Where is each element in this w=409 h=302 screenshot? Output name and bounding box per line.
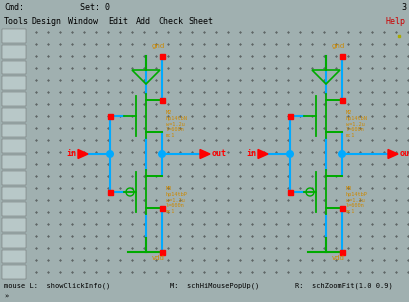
- Text: M3
hp14tbP
w=1.2u
l=600n
m:1: M3 hp14tbP w=1.2u l=600n m:1: [346, 186, 368, 214]
- Text: in: in: [66, 149, 76, 159]
- Polygon shape: [258, 149, 268, 159]
- Circle shape: [338, 150, 346, 158]
- Text: M2
hp14tbN
w=1.2u
l=600n
m:1: M2 hp14tbN w=1.2u l=600n m:1: [346, 110, 368, 138]
- Text: 3: 3: [401, 2, 406, 11]
- Bar: [2, 124, 26, 137]
- Text: Sheet: Sheet: [188, 17, 213, 25]
- Bar: [2, 92, 26, 106]
- Text: vdd: vdd: [332, 255, 345, 261]
- Text: Check: Check: [158, 17, 183, 25]
- Bar: [160, 205, 164, 210]
- Bar: [339, 205, 344, 210]
- Bar: [2, 249, 26, 263]
- Text: M:  schHiMousePopUp(): M: schHiMousePopUp(): [170, 282, 259, 289]
- Bar: [288, 114, 292, 118]
- Bar: [2, 76, 26, 90]
- Text: Add: Add: [136, 17, 151, 25]
- Bar: [2, 234, 26, 248]
- Bar: [2, 45, 26, 59]
- Text: gnd: gnd: [332, 43, 345, 49]
- Bar: [2, 139, 26, 153]
- Bar: [339, 249, 344, 255]
- Polygon shape: [200, 149, 210, 159]
- Bar: [2, 60, 26, 74]
- Polygon shape: [78, 149, 88, 159]
- Bar: [2, 265, 26, 279]
- Bar: [2, 155, 26, 169]
- Text: M3
hp14tbP
w=1.2u
l=600n
m:1: M3 hp14tbP w=1.2u l=600n m:1: [166, 186, 188, 214]
- Circle shape: [286, 150, 294, 158]
- Text: M2
hp14tbN
w=1.2u
l=600n
m:1: M2 hp14tbN w=1.2u l=600n m:1: [166, 110, 188, 138]
- Text: R:  schZoomFit(1.0 0.9): R: schZoomFit(1.0 0.9): [295, 282, 393, 289]
- Text: out: out: [400, 149, 409, 159]
- Bar: [108, 189, 112, 194]
- Text: Help: Help: [386, 17, 406, 25]
- Bar: [2, 29, 26, 43]
- Text: Window: Window: [68, 17, 98, 25]
- Circle shape: [106, 150, 114, 158]
- Circle shape: [158, 150, 166, 158]
- Text: out: out: [212, 149, 227, 159]
- Bar: [2, 218, 26, 232]
- Text: mouse L:  showClickInfo(): mouse L: showClickInfo(): [4, 282, 110, 289]
- Text: Cmd:: Cmd:: [4, 2, 24, 11]
- Text: Design: Design: [32, 17, 62, 25]
- Bar: [160, 98, 164, 102]
- Text: gnd: gnd: [152, 43, 165, 49]
- Text: in: in: [246, 149, 256, 159]
- Text: Tools: Tools: [4, 17, 29, 25]
- Bar: [2, 108, 26, 121]
- Polygon shape: [388, 149, 398, 159]
- Bar: [160, 53, 164, 59]
- Text: »: »: [4, 294, 8, 300]
- Bar: [339, 53, 344, 59]
- Bar: [108, 114, 112, 118]
- Bar: [288, 189, 292, 194]
- Bar: [160, 249, 164, 255]
- Text: Set: 0: Set: 0: [80, 2, 110, 11]
- Text: vdd: vdd: [152, 255, 165, 261]
- Text: Edit: Edit: [108, 17, 128, 25]
- Bar: [2, 202, 26, 216]
- Bar: [339, 98, 344, 102]
- Bar: [2, 171, 26, 185]
- Bar: [2, 187, 26, 200]
